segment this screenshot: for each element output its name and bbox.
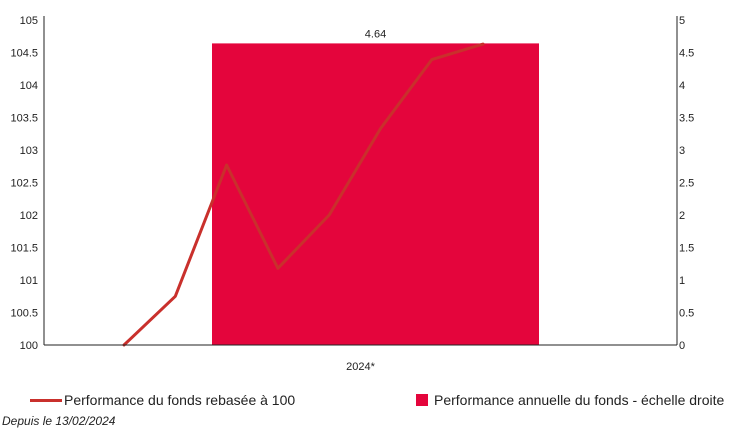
left-tick-label: 104.5	[10, 48, 38, 60]
right-tick-label: 5	[679, 15, 685, 27]
legend-bar-swatch	[416, 394, 428, 406]
left-tick-label: 104	[20, 80, 38, 92]
legend-item-bar: Performance annuelle du fonds - échelle …	[416, 392, 724, 408]
right-tick-label: 2.5	[679, 178, 694, 190]
left-tick-labels: 100 100.5 101 101.5 102 102.5 103 103.5 104 104.5…	[10, 15, 38, 352]
right-tick-label: 4	[679, 80, 685, 92]
left-tick-label: 100	[20, 340, 38, 352]
legend-line-label: Performance du fonds rebasée à 100	[64, 392, 296, 408]
legend-bar-label: Performance annuelle du fonds - échelle …	[434, 392, 725, 408]
left-tick-label: 101.5	[10, 243, 38, 255]
x-tick-label-0: 2024*	[346, 361, 375, 373]
left-tick-label: 101	[20, 275, 38, 287]
footnote: Depuis le 13/02/2024	[2, 414, 116, 428]
right-tick-label: 0.5	[679, 308, 694, 320]
left-tick-label: 100.5	[10, 308, 38, 320]
x-tick-labels: 2024*	[346, 361, 375, 373]
legend-line-swatch	[30, 398, 62, 402]
right-tick-label: 1	[679, 275, 685, 287]
legend-item-line: Performance du fonds rebasée à 100	[30, 392, 295, 408]
right-tick-label: 0	[679, 340, 685, 352]
right-tick-label: 4.5	[679, 48, 694, 60]
left-tick-label: 102.5	[10, 178, 38, 190]
bars-group	[212, 43, 539, 346]
right-tick-label: 3	[679, 145, 685, 157]
bar-data-label-0: 4.64	[365, 28, 386, 40]
bar-labels-group: 4.64	[365, 28, 386, 40]
right-tick-label: 3.5	[679, 113, 694, 125]
left-tick-label: 103.5	[10, 113, 38, 125]
series-line-performance-rebasee	[122, 42, 485, 347]
right-tick-label: 1.5	[679, 243, 694, 255]
left-tick-label: 102	[20, 210, 38, 222]
right-tick-label: 2	[679, 210, 685, 222]
right-tick-labels: 0 0.5 1 1.5 2 2.5 3 3.5 4 4.5 5	[679, 15, 694, 352]
combo-chart-svg: 4.64 100100.5101101.5102102.5103103.5104…	[10, 15, 694, 373]
bar-0	[212, 43, 539, 346]
left-tick-label: 105	[20, 15, 38, 27]
left-tick-label: 103	[20, 145, 38, 157]
